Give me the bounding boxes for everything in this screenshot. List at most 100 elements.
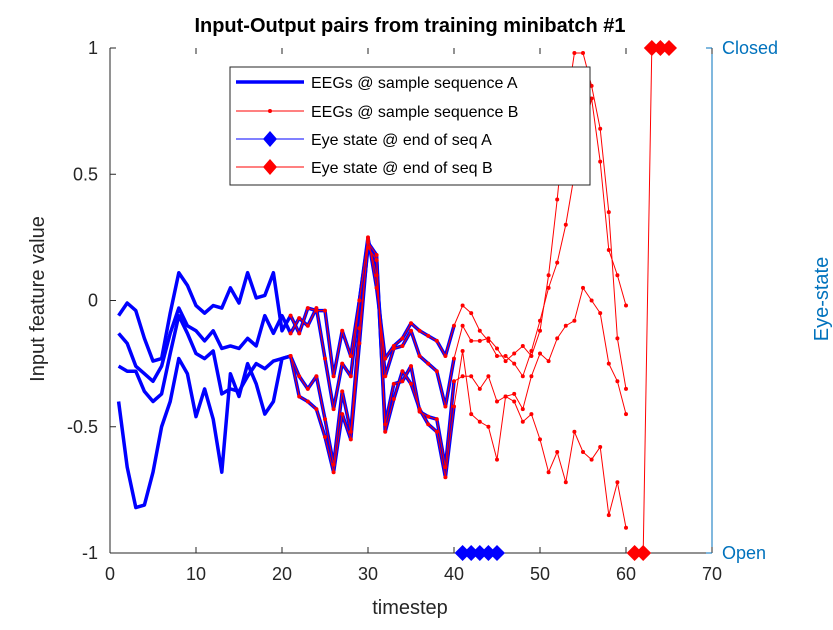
series-layer [116,51,628,530]
seq-b-point [624,412,628,417]
markers-layer [454,40,677,561]
seq-b-point [606,513,611,518]
seq-b-point [555,450,560,454]
seq-b-point [589,298,594,303]
seq-b-point [426,422,431,427]
seq-b-point [477,419,482,424]
seq-b-point [331,462,336,467]
seq-b-point [348,437,353,442]
seq-b-point [297,374,302,379]
seq-b-point [546,285,551,290]
seq-b-line-0 [290,241,627,528]
legend-diamond-eye-a [263,131,277,147]
seq-b-point [529,374,534,379]
legend-label-seq-b: EEGs @ sample sequence B [311,104,518,121]
seq-b-point [469,338,474,343]
seq-b-point [598,311,603,316]
seq-b-point [460,323,465,328]
seq-b-point [374,285,379,290]
seq-b-point [615,480,620,485]
seq-b-point [383,374,388,379]
seq-b-point [409,328,413,333]
seq-b-point [452,356,456,361]
seq-b-point [400,369,405,374]
seq-b-point [469,311,474,316]
seq-b-point [520,407,525,412]
y-tick-label: -1 [82,543,98,563]
seq-b-point [297,394,302,399]
seq-b-point [563,480,568,485]
x-tick-label: 30 [358,564,378,584]
seq-b-point [486,374,491,379]
seq-b-point [460,303,465,308]
seq-b-point [348,429,353,434]
seq-b-point [529,349,534,353]
seq-b-point [606,248,611,252]
seq-b-point [460,374,465,379]
axes: 0 10 20 30 40 50 60 70 -1 -0.5 0 0.5 1 Open Closed [67,38,778,584]
seq-b-point [288,354,293,359]
seq-b-point [340,412,345,417]
seq-b-point [366,235,370,240]
seq-b-point [314,308,319,313]
eye-state-marker-a [463,545,480,561]
seq-b-point [529,412,534,417]
legend-label-eye-a: Eye state @ end of seq A [311,132,492,149]
seq-b-point [305,399,310,404]
seq-b-point [323,434,327,439]
seq-b-point [305,386,310,391]
seq-b-point [357,298,362,303]
seq-b-point [452,379,456,384]
seq-b-point [606,210,611,215]
eye-state-marker-a [454,545,471,561]
seq-b-point [443,404,448,409]
legend: EEGs @ sample sequence A EEGs @ sample s… [229,66,591,186]
seq-b-point [555,260,560,265]
seq-b-point [538,318,542,323]
y-tick-label: -0.5 [67,417,98,437]
seq-b-point [495,399,499,404]
seq-b-point [426,333,431,338]
seq-b-point [581,51,585,56]
seq-b-point [409,364,413,369]
seq-b-point [606,361,611,366]
y-axis-label: Input feature value [27,216,49,382]
seq-b-point [572,51,577,56]
seq-b-point [391,381,396,386]
legend-marker-seq-b [268,109,272,113]
seq-b-point [409,381,413,386]
eye-state-marker-a [480,545,497,561]
eye-state-marker-b [643,40,660,56]
chart-title: Input-Output pairs from training minibat… [194,15,625,37]
seq-a-line-1 [117,245,456,469]
seq-b-point [348,374,353,379]
seq-b-point [512,361,517,366]
seq-b-point [305,323,310,328]
seq-b-point [469,412,474,417]
seq-b-point [546,359,551,364]
seq-b-line-3 [290,98,627,377]
seq-b-point [426,361,431,366]
x-tick-label: 0 [105,564,115,584]
seq-b-point [400,343,405,348]
seq-b-point [581,450,585,454]
x-tick-label: 50 [530,564,550,584]
seq-b-point [417,328,422,333]
seq-b-point [391,343,396,348]
seq-b-point [624,386,628,391]
seq-b-point [520,419,525,424]
seq-b-point [288,313,293,318]
eye-state-marker-b [635,545,652,561]
x-tick-label: 40 [444,564,464,584]
right-axis-tick-label: Open [722,543,766,563]
y-tick-label: 1 [88,38,98,58]
seq-b-point [615,273,620,278]
seq-b-point [598,126,603,131]
seq-b-point [546,273,551,278]
seq-b-point [477,328,482,333]
seq-b-point [374,258,379,263]
seq-b-point [383,429,388,434]
seq-b-point [383,422,388,427]
